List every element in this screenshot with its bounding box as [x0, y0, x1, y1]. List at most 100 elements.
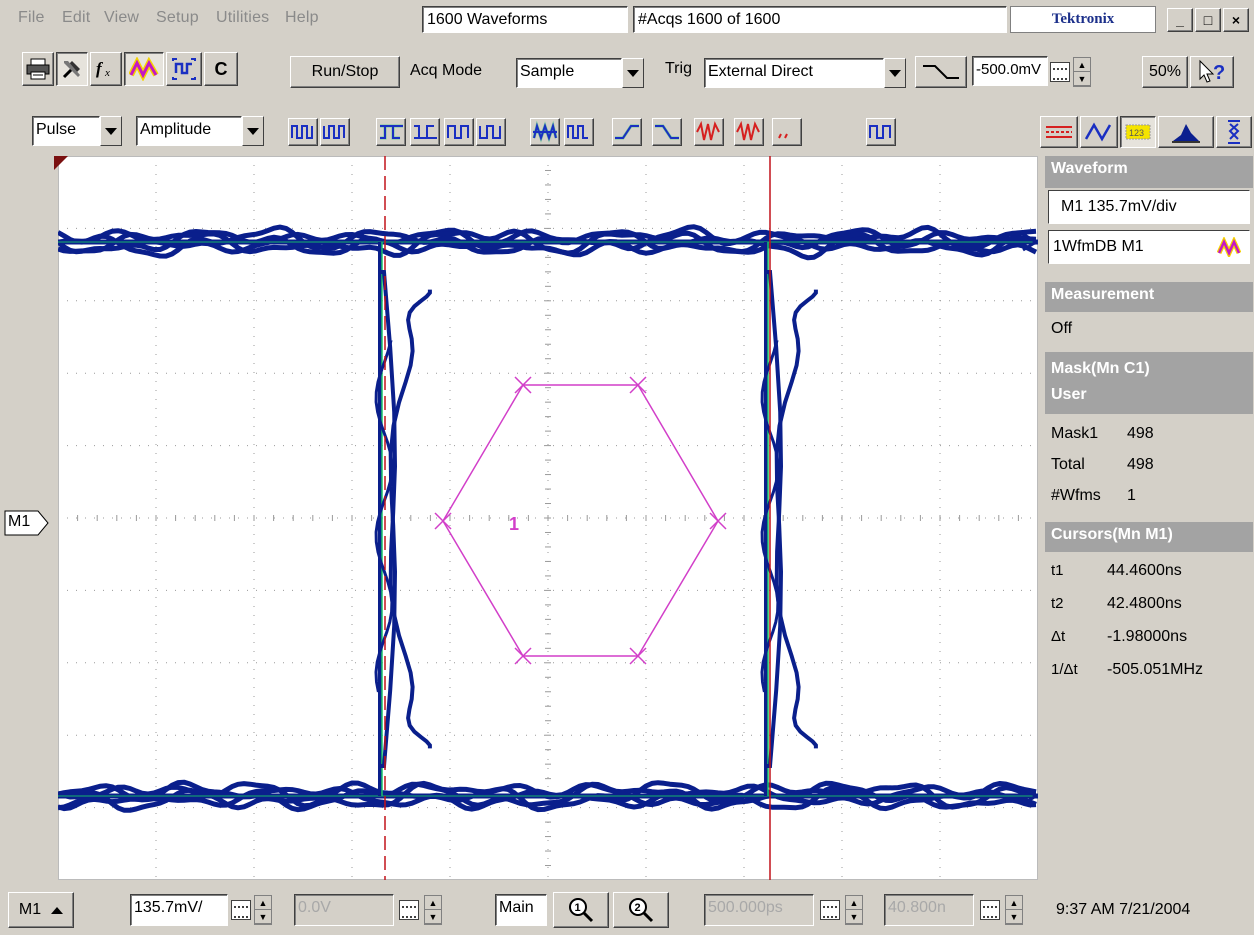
vertical-scale-spinner[interactable]: ▲ ▼	[254, 895, 272, 925]
mask-vertex-marker	[514, 647, 532, 665]
horizontal-position-spinner[interactable]: ▲ ▼	[1005, 895, 1023, 925]
trace-overflow-arrow	[1022, 786, 1038, 806]
vertical-offset-field[interactable]: 0.0V	[294, 894, 394, 926]
fall-time-icon[interactable]	[652, 118, 682, 146]
mask-display-icon[interactable]	[1040, 116, 1078, 148]
c-button[interactable]: C	[204, 52, 238, 86]
trigger-slope-icon[interactable]	[915, 56, 967, 88]
measurement-panel-header[interactable]: Measurement	[1045, 282, 1253, 312]
mask-region-hexagon	[442, 384, 719, 657]
high-level-icon[interactable]	[376, 118, 406, 146]
svg-text:f: f	[96, 59, 104, 78]
waveform-source-readout[interactable]: 1WfmDB M1	[1048, 230, 1250, 264]
acquisitions-count-box: #Acqs 1600 of 1600	[633, 6, 1007, 33]
acq-mode-label: Acq Mode	[410, 62, 483, 79]
vertical-scale-field[interactable]: 135.7mV/	[130, 894, 228, 926]
low-level-icon[interactable]	[410, 118, 440, 146]
trigger-level-field[interactable]: -500.0mV	[972, 56, 1048, 86]
timebase-field[interactable]: Main	[495, 894, 547, 926]
trigger-source-dropdown[interactable]	[884, 58, 906, 88]
channel-marker-label: M1	[8, 513, 31, 530]
waveform-graticule[interactable]	[58, 156, 1038, 880]
measurement-type-select[interactable]: Amplitude	[136, 116, 242, 146]
jitter-pp-icon[interactable]	[772, 118, 802, 146]
amplitude-icon[interactable]	[444, 118, 474, 146]
jitter-rms-icon[interactable]	[734, 118, 764, 146]
waveform-scale-readout[interactable]: M1 135.7mV/div	[1048, 190, 1250, 224]
run-stop-button[interactable]: Run/Stop	[290, 56, 400, 88]
cursor-readout-row: t1 44.4600ns	[1045, 554, 1253, 587]
help-pointer-icon[interactable]: ?	[1190, 56, 1234, 88]
jitter-icon[interactable]	[694, 118, 724, 146]
keypad-icon[interactable]	[820, 900, 840, 920]
menu-edit[interactable]: Edit	[62, 9, 91, 26]
mask-panel-header[interactable]: Mask(Mn C1) User	[1045, 352, 1253, 414]
mask-vertex-marker	[434, 512, 452, 530]
cursor-readout-value: -1.98000ns	[1107, 628, 1188, 645]
waveform-edge-ringing	[380, 270, 432, 749]
mask-stat-label: Mask1	[1051, 425, 1099, 442]
rise-time-icon[interactable]	[612, 118, 642, 146]
measurement-category-dropdown[interactable]	[100, 116, 122, 146]
eye-pattern-icon[interactable]	[866, 118, 896, 146]
mask-vertex-marker	[629, 647, 647, 665]
menu-file[interactable]: File	[18, 9, 45, 26]
waveform-database-icon[interactable]	[124, 52, 164, 86]
keypad-icon[interactable]	[980, 900, 1000, 920]
close-button[interactable]: ×	[1223, 8, 1249, 32]
keypad-icon[interactable]	[1050, 62, 1070, 82]
mask-stat-row: Mask1 498	[1045, 418, 1253, 449]
chevron-down-icon	[105, 127, 117, 135]
waveform-panel-header[interactable]: Waveform	[1045, 156, 1253, 188]
print-icon[interactable]	[22, 52, 54, 86]
waveform-edge-ringing	[760, 340, 780, 693]
measurement-type-dropdown[interactable]	[242, 116, 264, 146]
cursors-panel-header[interactable]: Cursors(Mn M1)	[1045, 522, 1253, 552]
display-style-icon[interactable]	[1216, 116, 1252, 148]
mask-stat-label: Total	[1051, 456, 1085, 473]
trigger-level-50-button[interactable]: 50%	[1142, 56, 1188, 88]
measurement-category-select[interactable]: Pulse	[32, 116, 100, 146]
minimize-button[interactable]: _	[1167, 8, 1193, 32]
menu-view[interactable]: View	[104, 9, 140, 26]
channel-marker-m1[interactable]: M1	[4, 510, 54, 536]
readout-display-icon[interactable]: 123	[1120, 116, 1156, 148]
peak-to-peak-icon[interactable]	[476, 118, 506, 146]
menu-bar: File Edit View Setup Utilities Help 1600…	[0, 0, 1254, 38]
zoom-out-icon[interactable]: 2	[613, 892, 669, 928]
channel-select-button[interactable]: M1	[8, 892, 74, 928]
maximize-button[interactable]: □	[1195, 8, 1221, 32]
cursor-readout-row: 1/Δt -505.051MHz	[1045, 653, 1253, 686]
brand-logo: Tektronix	[1051, 11, 1115, 27]
svg-text:123: 123	[1129, 128, 1144, 138]
waveform-display[interactable]	[58, 156, 1038, 880]
waveform-display-icon[interactable]	[1080, 116, 1118, 148]
horizontal-position-field[interactable]: 40.800n	[884, 894, 974, 926]
horizontal-scale-spinner[interactable]: ▲ ▼	[845, 895, 863, 925]
trigger-source-select[interactable]: External Direct	[704, 58, 884, 88]
waveform-database-icon	[1217, 237, 1241, 257]
svg-text:1: 1	[575, 902, 581, 914]
acq-mode-select[interactable]: Sample	[516, 58, 622, 88]
menu-utilities[interactable]: Utilities	[216, 9, 270, 26]
vertical-offset-spinner[interactable]: ▲ ▼	[424, 895, 442, 925]
cycle-mean-icon[interactable]	[564, 118, 594, 146]
positive-overshoot-icon[interactable]	[288, 118, 318, 146]
trigger-position-marker[interactable]	[54, 156, 68, 170]
trig-label: Trig	[665, 60, 692, 77]
trigger-level-spinner[interactable]: ▲ ▼	[1073, 57, 1091, 87]
histogram-icon[interactable]	[1158, 116, 1214, 148]
keypad-icon[interactable]	[231, 900, 251, 920]
negative-overshoot-icon[interactable]	[320, 118, 350, 146]
mean-icon[interactable]	[530, 118, 560, 146]
menu-help[interactable]: Help	[285, 9, 319, 26]
menu-setup[interactable]: Setup	[156, 9, 199, 26]
acq-mode-dropdown[interactable]	[622, 58, 644, 88]
horizontal-scale-field[interactable]: 500.000ps	[704, 894, 814, 926]
chevron-down-icon	[247, 127, 259, 135]
tools-icon[interactable]	[56, 52, 88, 86]
fast-acquisition-icon[interactable]	[166, 52, 202, 86]
zoom-in-icon[interactable]: 1	[553, 892, 609, 928]
keypad-icon[interactable]	[399, 900, 419, 920]
